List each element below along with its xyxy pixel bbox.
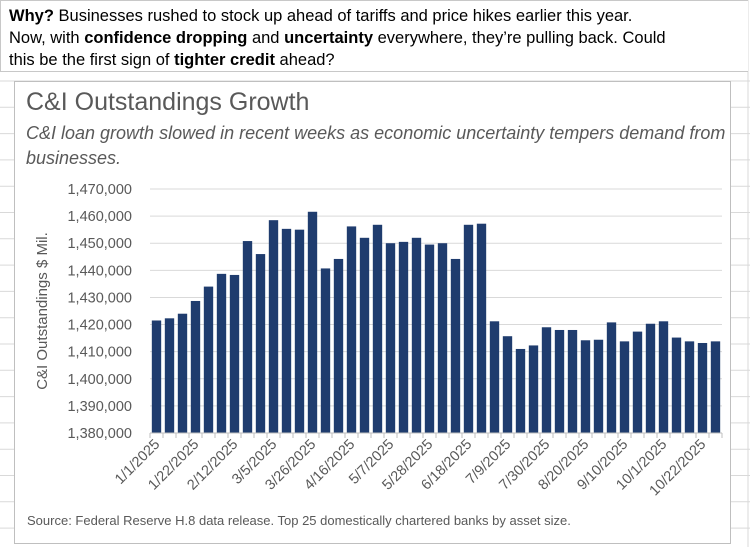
bar: [255, 254, 266, 433]
y-tick-label: 1,420,000: [67, 318, 132, 334]
commentary-line-1: Why? Businesses rushed to stock up ahead…: [9, 5, 632, 27]
bold-phrase: uncertainty: [284, 29, 374, 47]
bar: [554, 329, 565, 433]
bar: [242, 241, 253, 433]
y-tick-label: 1,470,000: [67, 182, 132, 198]
bar: [216, 273, 227, 433]
y-tick-label: 1,390,000: [67, 399, 132, 415]
text-run: Now, with: [9, 29, 85, 47]
bar: [164, 318, 175, 433]
bar: [333, 258, 344, 433]
bar: [411, 237, 422, 433]
bar: [307, 211, 318, 433]
y-tick-label: 1,440,000: [67, 263, 132, 279]
bar: [515, 348, 526, 433]
chart-source-note: Source: Federal Reserve H.8 data release…: [27, 513, 571, 528]
bold-phrase: confidence dropping: [84, 29, 248, 47]
bar: [671, 337, 682, 433]
bar: [476, 223, 487, 433]
chart-subtitle: C&I loan growth slowed in recent weeks a…: [26, 123, 726, 168]
y-tick-label: 1,430,000: [67, 290, 132, 306]
bar: [619, 341, 630, 433]
commentary-box: Why? Businesses rushed to stock up ahead…: [0, 0, 748, 72]
bar: [684, 341, 695, 433]
text-run: and: [247, 29, 285, 47]
bar: [710, 341, 721, 433]
commentary-line-3: this be the first sign of tighter credit…: [9, 49, 335, 71]
bar: [645, 323, 656, 433]
bar: [580, 340, 591, 433]
bar: [190, 300, 201, 433]
bar: [281, 228, 292, 433]
bar: [372, 224, 383, 433]
bar: [489, 321, 500, 433]
bar: [229, 274, 240, 433]
bar: [346, 226, 357, 433]
bar: [502, 336, 513, 433]
bar: [398, 241, 409, 433]
chart-area[interactable]: [14, 81, 731, 544]
text-run: this be the first sign of: [9, 51, 175, 69]
bar: [437, 243, 448, 433]
bar: [658, 321, 669, 433]
y-tick-label: 1,380,000: [67, 426, 132, 442]
bar: [294, 229, 305, 433]
bar: [567, 329, 578, 433]
y-tick-label: 1,460,000: [67, 209, 132, 225]
bar: [606, 322, 617, 433]
bar: [424, 244, 435, 433]
bar: [541, 327, 552, 433]
bar: [593, 339, 604, 433]
text-run: ahead?: [274, 51, 335, 69]
y-tick-label: 1,400,000: [67, 372, 132, 388]
bar: [463, 224, 474, 433]
bar: [632, 331, 643, 433]
bar: [268, 220, 279, 433]
bar: [320, 268, 331, 433]
bar: [450, 258, 461, 433]
y-tick-label: 1,410,000: [67, 345, 132, 361]
chart-title: C&I Outstandings Growth: [26, 88, 310, 116]
bold-phrase: tighter credit: [174, 51, 275, 69]
y-axis-label: C&I Outstandings $ Mil.: [34, 232, 51, 390]
bar: [203, 286, 214, 433]
bar: [177, 313, 188, 433]
y-tick-label: 1,450,000: [67, 236, 132, 252]
bar: [697, 342, 708, 433]
text-run: everywhere, they’re pulling back. Could: [373, 29, 666, 47]
text-run: Businesses rushed to stock up ahead of t…: [53, 7, 633, 25]
bar: [359, 237, 370, 433]
commentary-line-2: Now, with confidence dropping and uncert…: [9, 27, 666, 49]
bold-phrase: Why?: [9, 7, 54, 25]
bar: [528, 345, 539, 433]
bar: [151, 320, 162, 433]
bar: [385, 243, 396, 433]
